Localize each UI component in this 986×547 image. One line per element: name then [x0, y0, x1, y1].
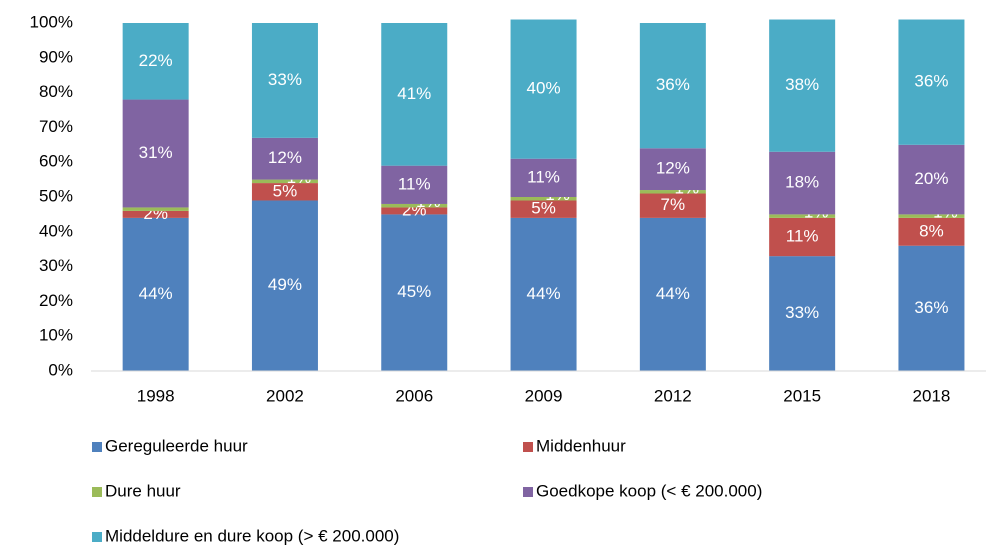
- x-tick-label: 2012: [654, 386, 692, 405]
- legend-label: Middeldure en dure koop (> € 200.000): [105, 526, 399, 545]
- data-label: 41%: [397, 84, 431, 103]
- data-label: 38%: [785, 75, 819, 94]
- bar-segment: [381, 165, 448, 204]
- bar-segment: [122, 210, 189, 218]
- bar-segment: [122, 99, 189, 208]
- data-label: 45%: [397, 282, 431, 301]
- legend-swatch: [92, 487, 102, 497]
- bar-segment: [381, 203, 448, 208]
- bar-segment: [381, 207, 448, 215]
- y-tick-label: 90%: [39, 47, 73, 66]
- bar-segment: [510, 19, 577, 159]
- y-tick-label: 80%: [39, 82, 73, 101]
- legend-label: Middenhuur: [536, 436, 626, 455]
- y-tick-label: 100%: [30, 12, 73, 31]
- data-label: 11%: [527, 167, 560, 186]
- data-label: 12%: [268, 148, 302, 167]
- bar-segment: [251, 183, 318, 201]
- bar-segment: [510, 197, 577, 201]
- bar-segment: [898, 245, 965, 371]
- y-tick-label: 30%: [39, 256, 73, 275]
- bar-segment: [122, 23, 189, 100]
- x-tick-label: 1998: [137, 386, 175, 405]
- bar-segment: [769, 151, 836, 215]
- y-tick-label: 50%: [39, 186, 73, 205]
- bar-segment: [769, 256, 836, 371]
- legend-swatch: [92, 442, 102, 452]
- bar-segment: [898, 214, 965, 218]
- bar-segment: [381, 214, 448, 371]
- data-label: 11%: [398, 174, 431, 193]
- bar-segment: [381, 23, 448, 166]
- legend-label: Dure huur: [105, 481, 181, 500]
- data-label: 44%: [527, 284, 561, 303]
- bar-segment: [510, 158, 577, 197]
- bar-segment: [251, 23, 318, 138]
- data-label: 5%: [531, 199, 556, 218]
- bar-segment: [510, 217, 577, 371]
- data-label: 5%: [273, 181, 298, 200]
- bar-segment: [769, 217, 836, 257]
- data-label: 33%: [268, 70, 302, 89]
- data-label: 36%: [914, 72, 948, 91]
- bar-segment: [122, 207, 189, 211]
- bar-segment: [639, 217, 706, 371]
- data-label: 31%: [139, 143, 173, 162]
- legend-swatch: [92, 532, 102, 542]
- bar-segment: [898, 19, 965, 145]
- data-label: 44%: [139, 284, 173, 303]
- x-tick-label: 2006: [395, 386, 433, 405]
- data-label: 36%: [656, 75, 690, 94]
- data-label: 40%: [527, 79, 561, 98]
- y-tick-label: 20%: [39, 291, 73, 310]
- bar-segment: [251, 179, 318, 184]
- x-tick-label: 2002: [266, 386, 304, 405]
- data-label: 36%: [914, 298, 948, 317]
- y-tick-label: 60%: [39, 152, 73, 171]
- data-label: 20%: [914, 169, 948, 188]
- bar-segment: [639, 193, 706, 218]
- data-label: 49%: [268, 275, 302, 294]
- data-label: 11%: [786, 227, 819, 246]
- bar-segment: [251, 137, 318, 180]
- data-label: 12%: [656, 159, 690, 178]
- bar-segment: [769, 214, 836, 218]
- data-label: 18%: [785, 173, 819, 192]
- bar-segment: [251, 200, 318, 371]
- y-tick-label: 70%: [39, 117, 73, 136]
- y-tick-label: 0%: [48, 360, 73, 379]
- bar-segment: [898, 144, 965, 215]
- legend-label: Goedkope koop (< € 200.000): [536, 481, 762, 500]
- bar-segment: [510, 200, 577, 218]
- data-label: 22%: [139, 51, 173, 70]
- data-label: 44%: [656, 284, 690, 303]
- bar-segment: [769, 19, 836, 152]
- y-tick-label: 40%: [39, 221, 73, 240]
- legend-swatch: [523, 442, 533, 452]
- bar-segment: [122, 217, 189, 371]
- legend-swatch: [523, 487, 533, 497]
- x-tick-label: 2009: [525, 386, 563, 405]
- data-label: 8%: [919, 221, 944, 240]
- legend-label: Gereguleerde huur: [105, 436, 248, 455]
- bar-segment: [639, 148, 706, 191]
- bar-segment: [898, 217, 965, 246]
- x-tick-label: 2018: [913, 386, 951, 405]
- x-tick-label: 2015: [783, 386, 821, 405]
- y-tick-label: 10%: [39, 326, 73, 345]
- bar-segment: [639, 23, 706, 149]
- bar-segment: [639, 190, 706, 194]
- data-label: 7%: [661, 195, 686, 214]
- data-label: 33%: [785, 303, 819, 322]
